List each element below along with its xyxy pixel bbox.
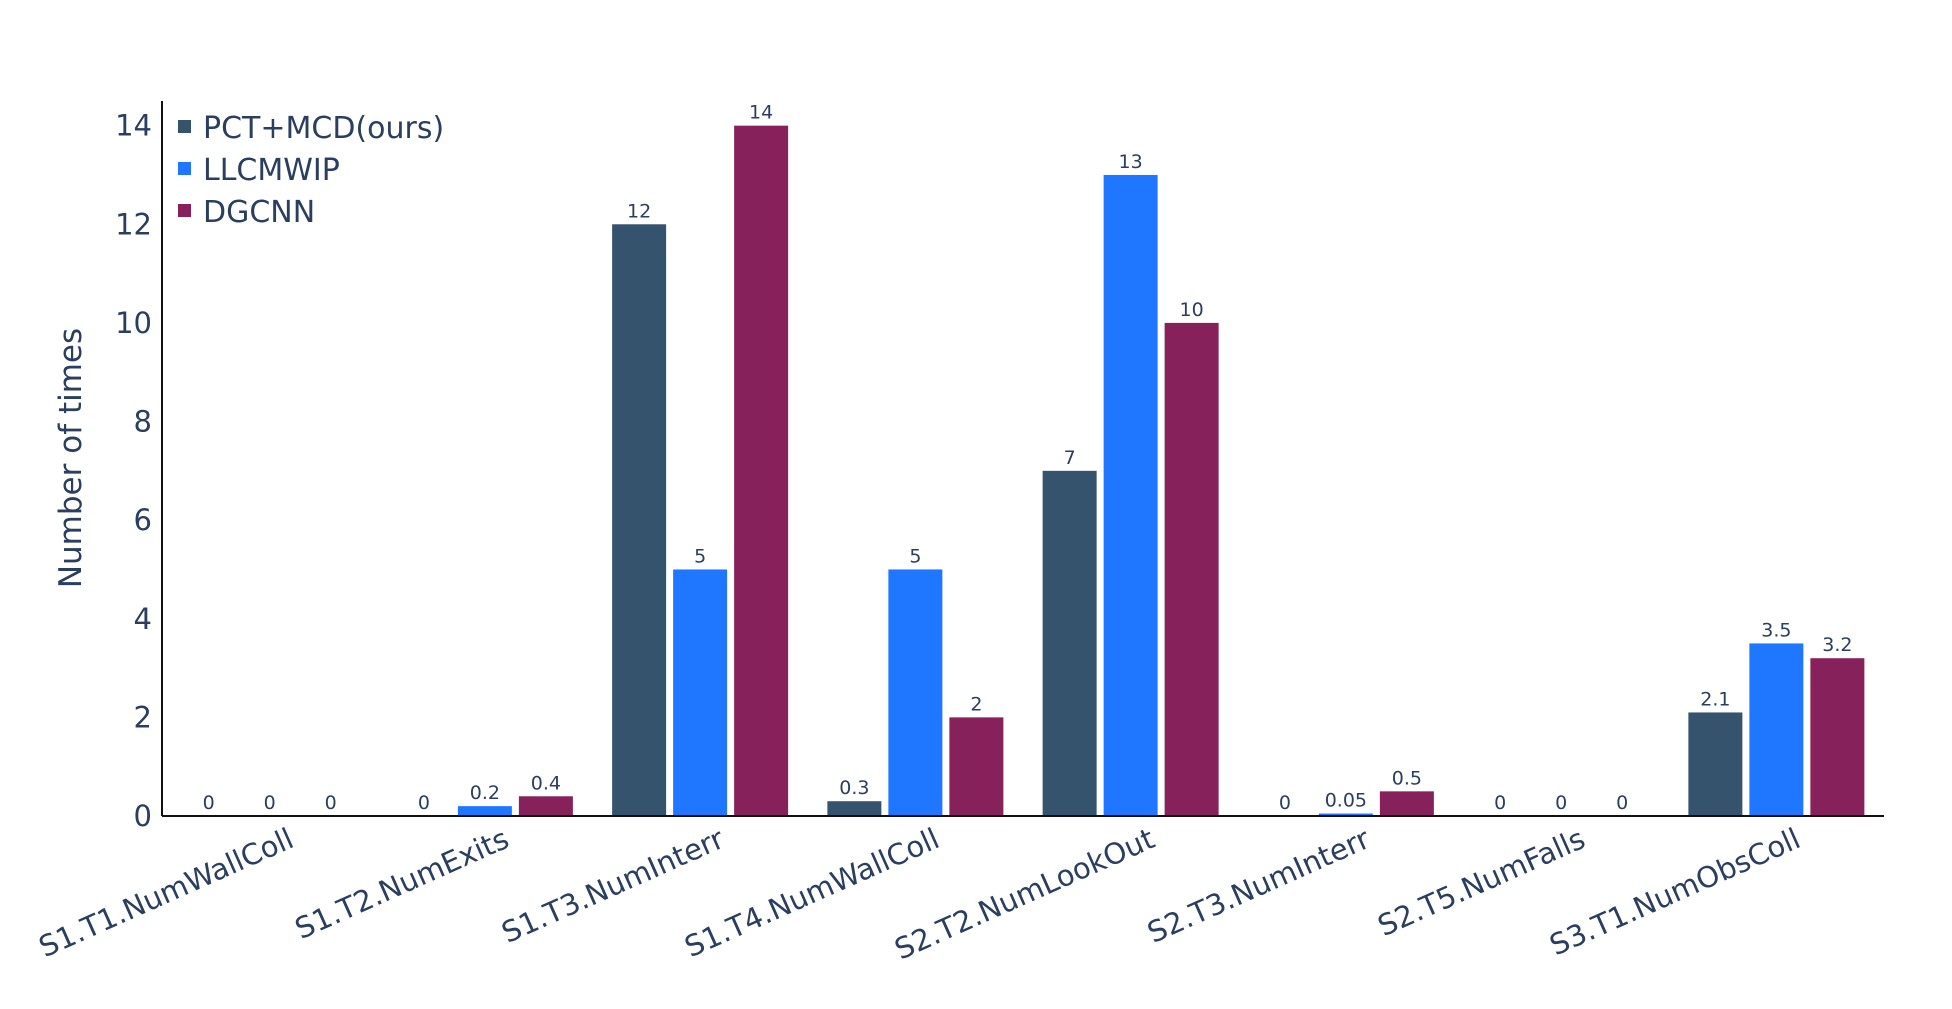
data-label: 2 bbox=[970, 693, 982, 715]
data-label: 0 bbox=[1279, 792, 1291, 814]
data-label: 0 bbox=[325, 792, 337, 814]
bar[interactable] bbox=[827, 801, 882, 816]
legend-swatch bbox=[178, 120, 191, 133]
x-axis-labels: S1.T1.NumWallCollS1.T2.NumExitsS1.T3.Num… bbox=[34, 821, 1805, 966]
data-label: 0.2 bbox=[470, 782, 500, 804]
data-label: 0.05 bbox=[1325, 790, 1367, 812]
bar[interactable] bbox=[734, 125, 789, 817]
bar[interactable] bbox=[612, 224, 667, 816]
y-tick-label: 0 bbox=[134, 799, 152, 833]
legend-item[interactable]: DGCNN bbox=[178, 195, 315, 230]
data-label: 0 bbox=[264, 792, 276, 814]
legend-label: PCT+MCD(ours) bbox=[203, 111, 444, 146]
data-labels: 0 0 0 0 0.2 0.4 12 5 14 0.3 5 2 7 13 10 0 0.05 0.5 0 0 0 2.1 3… bbox=[203, 102, 1853, 814]
y-tick-label: 14 bbox=[115, 109, 152, 143]
legend-swatch bbox=[178, 162, 191, 175]
data-label: 5 bbox=[694, 545, 706, 567]
data-label: 13 bbox=[1119, 151, 1143, 173]
x-tick-label: S1.T2.NumExits bbox=[290, 821, 514, 946]
y-axis-title: Number of times bbox=[53, 328, 89, 588]
bar[interactable] bbox=[1103, 174, 1158, 816]
bar[interactable] bbox=[888, 569, 943, 816]
data-label: 0.5 bbox=[1392, 767, 1422, 789]
data-label: 0 bbox=[203, 792, 215, 814]
bar[interactable] bbox=[1318, 813, 1373, 816]
data-label: 12 bbox=[627, 200, 651, 222]
y-tick-label: 8 bbox=[134, 405, 152, 439]
data-label: 10 bbox=[1180, 299, 1204, 321]
legend-label: DGCNN bbox=[203, 195, 315, 230]
data-label: 0 bbox=[1616, 792, 1628, 814]
data-label: 2.1 bbox=[1700, 688, 1730, 710]
legend-swatch bbox=[178, 204, 191, 217]
x-tick-label: S1.T1.NumWallColl bbox=[34, 821, 299, 964]
bar[interactable] bbox=[1688, 712, 1743, 816]
bar[interactable] bbox=[673, 569, 728, 816]
y-axis-ticks: 0 2 4 6 8 10 12 14 bbox=[115, 109, 152, 833]
data-label: 14 bbox=[749, 102, 773, 124]
bars bbox=[457, 125, 1865, 817]
bar[interactable] bbox=[1810, 658, 1865, 816]
bar[interactable] bbox=[518, 796, 573, 816]
data-label: 7 bbox=[1064, 447, 1076, 469]
data-label: 5 bbox=[909, 545, 921, 567]
y-tick-label: 4 bbox=[134, 602, 152, 636]
bar[interactable] bbox=[1042, 470, 1097, 816]
data-label: 0 bbox=[1555, 792, 1567, 814]
y-tick-label: 12 bbox=[115, 207, 152, 241]
x-tick-label: S2.T3.NumInterr bbox=[1142, 821, 1374, 949]
bar[interactable] bbox=[1164, 322, 1219, 816]
y-tick-label: 10 bbox=[115, 306, 152, 340]
y-tick-label: 2 bbox=[134, 700, 152, 734]
legend[interactable]: PCT+MCD(ours) LLCMWIP DGCNN bbox=[178, 111, 444, 230]
bar[interactable] bbox=[1379, 791, 1434, 816]
data-label: 0.4 bbox=[531, 772, 561, 794]
bar[interactable] bbox=[1749, 643, 1804, 816]
data-label: 3.2 bbox=[1822, 634, 1852, 656]
y-tick-label: 6 bbox=[134, 503, 152, 537]
data-label: 0 bbox=[418, 792, 430, 814]
legend-item[interactable]: LLCMWIP bbox=[178, 153, 340, 188]
data-label: 0 bbox=[1494, 792, 1506, 814]
data-label: 0.3 bbox=[839, 777, 869, 799]
bar[interactable] bbox=[457, 806, 512, 816]
legend-item[interactable]: PCT+MCD(ours) bbox=[178, 111, 444, 146]
legend-label: LLCMWIP bbox=[203, 153, 340, 188]
bar[interactable] bbox=[949, 717, 1004, 816]
data-label: 3.5 bbox=[1761, 619, 1791, 641]
